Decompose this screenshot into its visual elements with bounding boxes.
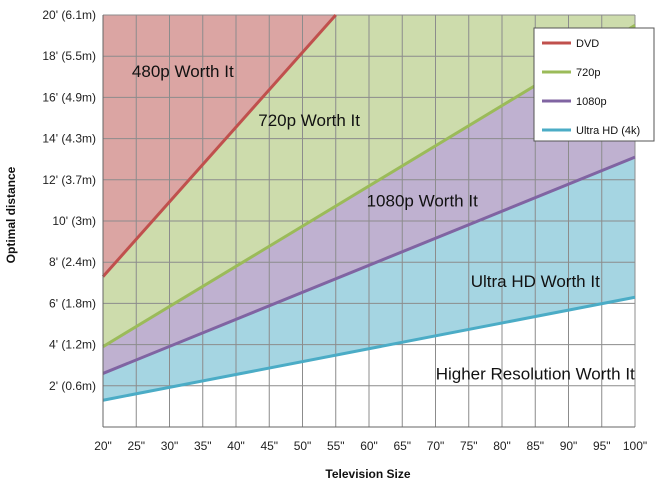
series-line-1080p (102, 155, 636, 375)
series-line-dvd (101, 14, 337, 278)
y-tick-label: 18' (5.5m) (42, 49, 96, 63)
zone-label: 480p Worth It (132, 62, 234, 81)
x-axis-title: Television Size (325, 467, 410, 481)
legend-box (533, 27, 655, 142)
zone-label: Ultra HD Worth It (471, 272, 600, 291)
legend-label: Ultra HD (4k) (576, 125, 640, 137)
x-tick-label: 90" (560, 439, 578, 453)
x-tick-label: 30" (161, 439, 179, 453)
x-tick-label: 70" (427, 439, 445, 453)
x-tick-label: 25" (127, 439, 145, 453)
y-tick-label: 2' (0.6m) (49, 379, 96, 393)
x-tick-label: 50" (294, 439, 312, 453)
x-tick-label: 20" (94, 439, 112, 453)
x-tick-label: 80" (493, 439, 511, 453)
x-tick-label: 35" (194, 439, 212, 453)
legend-label: 1080p (576, 96, 607, 108)
legend-label: DVD (576, 38, 599, 50)
x-tick-label: 100" (623, 439, 647, 453)
zone-label: 720p Worth It (258, 111, 360, 130)
x-tick-label: 85" (526, 439, 544, 453)
x-tick-label: 75" (460, 439, 478, 453)
x-tick-label: 65" (393, 439, 411, 453)
y-tick-label: 12' (3.7m) (42, 173, 96, 187)
zone-label: Higher Resolution Worth It (436, 365, 635, 384)
x-tick-label: 45" (260, 439, 278, 453)
y-axis-title: Optimal distance (4, 166, 18, 263)
y-tick-label: 8' (2.4m) (49, 255, 96, 269)
x-tick-label: 40" (227, 439, 245, 453)
y-tick-label: 4' (1.2m) (49, 338, 96, 352)
legend-label: 720p (576, 67, 600, 79)
y-tick-label: 14' (4.3m) (42, 132, 96, 146)
x-tick-label: 60" (360, 439, 378, 453)
y-tick-label: 10' (3m) (52, 214, 96, 228)
y-tick-label: 20' (6.1m) (42, 8, 96, 22)
x-tick-label: 55" (327, 439, 345, 453)
x-tick-label: 95" (593, 439, 611, 453)
y-tick-label: 16' (4.9m) (42, 90, 96, 104)
zone-label: 1080p Worth It (367, 192, 478, 211)
series-line-ultra-hd-4k (102, 295, 636, 402)
y-tick-label: 6' (1.8m) (49, 296, 96, 310)
legend: DVD 720p 1080p Ultra HD (4k) (533, 27, 655, 142)
